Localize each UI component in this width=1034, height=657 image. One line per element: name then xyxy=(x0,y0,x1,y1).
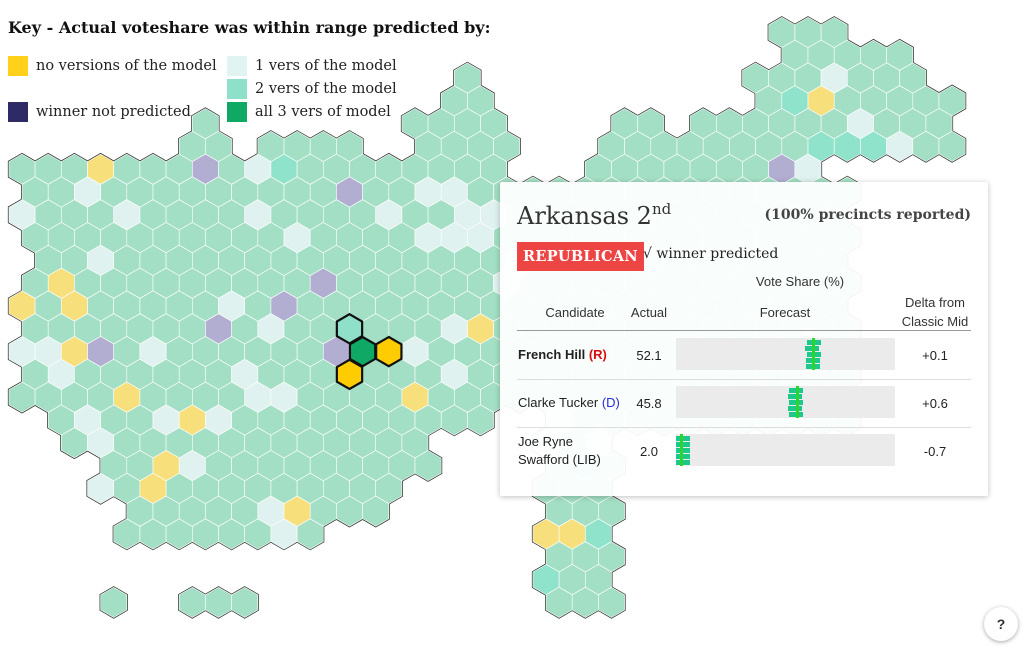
district-title: Arkansas 2nd xyxy=(517,200,671,230)
actual-2: 45.8 xyxy=(636,396,662,411)
district-hex[interactable] xyxy=(100,586,128,618)
candidate-header: Candidate xyxy=(545,305,605,320)
delta-header-1: Delta from xyxy=(905,295,965,310)
vote-share-header: Vote Share (%) xyxy=(755,274,845,289)
district-hex[interactable] xyxy=(598,586,625,618)
actual-value-marker xyxy=(795,386,799,418)
candidate-name-3: Joe Ryne Swafford (LIB) xyxy=(518,433,601,469)
delta-2: +0.6 xyxy=(922,396,948,411)
row-divider-1 xyxy=(517,379,971,380)
candidate-1-party: (R) xyxy=(588,347,607,362)
help-button[interactable]: ? xyxy=(984,607,1018,641)
key-label-one: 1 vers of the model xyxy=(255,58,397,74)
candidate-1-name: French Hill xyxy=(518,347,586,362)
district-hex[interactable] xyxy=(414,450,442,482)
row-divider-2 xyxy=(517,427,971,428)
actual-value-marker xyxy=(812,338,816,370)
forecast-tick xyxy=(788,406,803,411)
forecast-header: Forecast xyxy=(759,305,811,320)
key-label-two: 2 vers of the model xyxy=(255,81,397,97)
selected-district-highlight xyxy=(335,312,403,391)
actual-3: 2.0 xyxy=(639,444,659,459)
key-label-not-predicted: winner not predicted xyxy=(36,104,191,120)
precincts-reported: (100% precincts reported) xyxy=(764,207,971,223)
district-hex[interactable] xyxy=(362,495,390,527)
district-hex[interactable] xyxy=(296,518,324,550)
district-hex[interactable] xyxy=(938,130,966,162)
swatch-two xyxy=(227,79,247,99)
candidate-2-name: Clarke Tucker xyxy=(518,395,599,410)
key-title: Key - Actual voteshare was within range … xyxy=(8,18,491,37)
forecast-bar-1 xyxy=(676,338,895,370)
swatch-none xyxy=(8,56,28,76)
swatch-not-predicted xyxy=(8,102,28,122)
forecast-tick xyxy=(676,436,691,441)
district-hex[interactable] xyxy=(231,586,259,618)
key-item-not-predicted: winner not predicted xyxy=(8,102,191,122)
district-name: Arkansas 2 xyxy=(517,202,652,230)
delta-1: +0.1 xyxy=(922,348,948,363)
header-divider xyxy=(517,330,971,331)
actual-1: 52.1 xyxy=(636,348,662,363)
delta-header-2: Classic Mid xyxy=(901,314,969,329)
actual-header: Actual xyxy=(630,305,668,320)
key-item-two: 2 vers of the model xyxy=(227,79,397,99)
forecast-tick xyxy=(788,388,803,393)
winner-note: √ winner predicted xyxy=(643,246,779,262)
key-label-none: no versions of the model xyxy=(36,58,217,74)
forecast-tick xyxy=(805,346,820,351)
forecast-bar-3 xyxy=(675,434,895,466)
candidate-3-name-1: Joe Ryne xyxy=(518,434,573,449)
swatch-all3 xyxy=(227,102,247,122)
district-tooltip: Arkansas 2nd (100% precincts reported) R… xyxy=(500,182,988,496)
forecast-tick xyxy=(787,394,802,399)
delta-3: -0.7 xyxy=(923,444,947,459)
candidate-3-name-2: Swafford (LIB) xyxy=(518,452,601,467)
key-item-all3: all 3 vers of model xyxy=(227,102,391,122)
forecast-tick xyxy=(788,412,803,417)
key-item-one: 1 vers of the model xyxy=(227,56,397,76)
candidate-2-party: (D) xyxy=(601,395,620,410)
forecast-bar-2 xyxy=(676,386,895,418)
candidate-name-2: Clarke Tucker (D) xyxy=(518,394,620,412)
district-hex[interactable] xyxy=(886,39,914,71)
highlighted-district-hex[interactable] xyxy=(335,358,364,391)
party-badge: REPUBLICAN xyxy=(517,242,644,271)
actual-value-marker xyxy=(680,434,684,466)
key-item-none: no versions of the model xyxy=(8,56,217,76)
key-label-all3: all 3 vers of model xyxy=(255,104,391,120)
candidate-name-1: French Hill (R) xyxy=(518,346,607,364)
highlighted-district-hex[interactable] xyxy=(375,335,403,368)
district-ordinal: nd xyxy=(651,200,672,218)
swatch-one xyxy=(227,56,247,76)
district-hex[interactable] xyxy=(467,404,494,436)
